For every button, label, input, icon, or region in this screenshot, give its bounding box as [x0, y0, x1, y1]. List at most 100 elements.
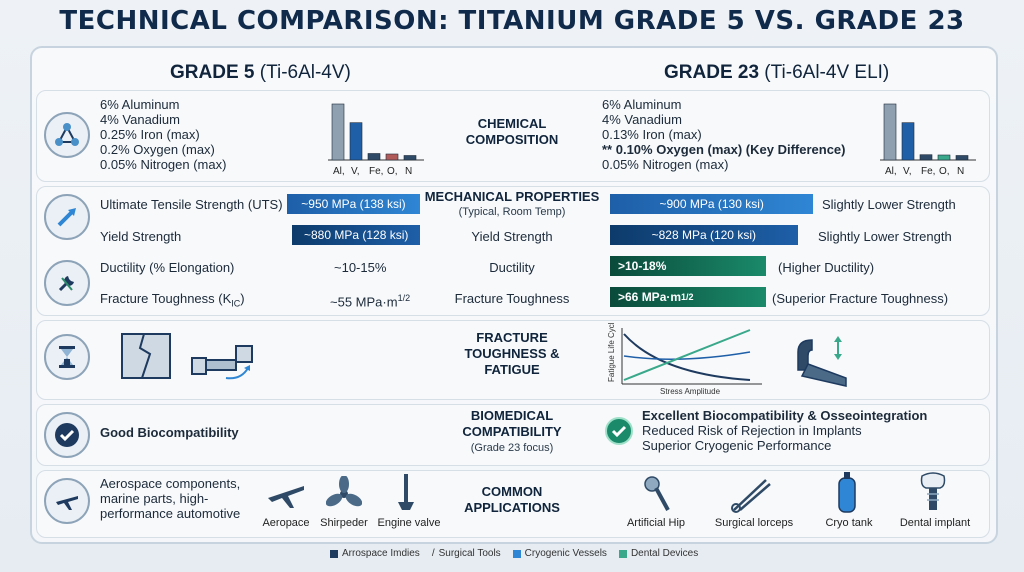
dental-implant-caption: Dental implant: [899, 517, 971, 529]
fracture-toughness-label: Fracture Toughness (KIC): [100, 291, 245, 312]
fracture-grade5-sup: 1/2: [397, 293, 411, 303]
tensile-arrow-icon: [44, 194, 90, 240]
grade5-chemistry: 6% Aluminum 4% Vanadium 0.25% Iron (max)…: [100, 97, 320, 172]
grade5-header: GRADE 5 (Ti-6Al-4V): [170, 62, 351, 84]
yield-grade23-note: Slightly Lower Strength: [818, 229, 952, 244]
surgical-forceps-icon: [731, 479, 771, 513]
bio-line: Reduced Risk of Rejection in Implants: [642, 423, 862, 438]
fracture-grade5-value-text: ~55 MPa·m: [330, 294, 398, 310]
grade5-header-bold: GRADE 5: [170, 62, 255, 83]
chem-bar-fe: [367, 153, 381, 161]
fatigue-curve-grade23: [623, 329, 751, 381]
fracture-grade23-note: (Superior Fracture Toughness): [772, 291, 949, 306]
chem-bar-al: [883, 103, 897, 161]
mechanical-title: MECHANICAL PROPERTIES: [424, 189, 600, 204]
chem-tick-label: Fe,: [921, 166, 935, 177]
legend-item-aerospace: Arrospace Imdies: [330, 548, 420, 559]
cracked-block-icon: [121, 333, 171, 379]
aerospace-caption: Aeropace: [262, 517, 310, 529]
artificial-hip-icon: [644, 476, 670, 511]
legend-swatch: [330, 549, 338, 558]
chem-bar-v: [901, 122, 915, 161]
fracture-toughness-label-text: Fracture Toughness (K: [100, 291, 232, 306]
legend-label: Surgical Tools: [438, 548, 501, 559]
fracture-grade5-value: ~55 MPa·m1/2: [330, 291, 410, 309]
legend-label: Arrospace Imdies: [342, 548, 420, 559]
ductility-center-label: Ductility: [489, 260, 535, 275]
fatigue-row: [36, 320, 990, 400]
applications-row: [36, 470, 990, 538]
chem-line: 6% Aluminum: [602, 97, 682, 112]
chem-bar-v: [349, 122, 363, 161]
grade5-applications: Aerospace components, marine parts, high…: [100, 476, 241, 521]
propeller-caption: Shirpeder: [320, 517, 368, 529]
molecule-icon: [44, 112, 90, 158]
chem-bar-n: [955, 155, 969, 161]
yield-label: Yield Strength: [100, 229, 182, 244]
legend: Arrospace Imdies / Surgical Tools Cryogen…: [330, 548, 750, 559]
engine-valve-icon: [398, 474, 414, 510]
legend-swatch: [512, 549, 521, 558]
yield-center-label: Yield Strength: [471, 229, 553, 244]
grade23-chemistry: 6% Aluminum 4% Vanadium 0.13% Iron (max)…: [602, 97, 872, 172]
biomedical-subtitle: (Grade 23 focus): [470, 442, 554, 454]
chem-line: 0.2% Oxygen (max): [100, 142, 215, 157]
aerospace-icon: [268, 486, 304, 508]
chem-tick-label: N: [957, 166, 964, 177]
legend-swatch: [618, 549, 627, 558]
bio-line-main: Excellent Biocompatibility & Osseointegr…: [642, 408, 928, 423]
chem-tick-label: O,: [939, 166, 950, 177]
bio-line: Superior Cryogenic Performance: [642, 438, 832, 453]
grade23-biocompatibility: Excellent Biocompatibility & Osseointegr…: [642, 408, 962, 453]
chem-line: 0.05% Nitrogen (max): [100, 157, 227, 172]
chem-tick-label: Al,: [333, 166, 345, 177]
chem-bar-o: [385, 153, 399, 161]
grade23-chemistry-chart: Al, V, Fe, O, N: [880, 103, 976, 177]
biomedical-row: [36, 404, 990, 466]
chem-tick-label: Fe,: [369, 166, 383, 177]
cryo-tank-icon: [838, 472, 856, 513]
bracket-part-icon: [797, 336, 847, 387]
hourglass-icon: [44, 334, 90, 380]
fatigue-ylabel: Fatigue Life Cycles: [607, 322, 616, 382]
stressed-bar-icon: [191, 345, 253, 380]
fracture-toughness-label-close: ): [240, 291, 245, 306]
chem-bar-fe: [919, 154, 933, 161]
fatigue-curve-grade5: [623, 333, 751, 381]
legend-item-cryogenic: Cryogenic Vessels: [512, 548, 607, 559]
legend-item-dental: Dental Devices: [618, 548, 698, 559]
fracture-grade23-sup: 1/2: [681, 292, 694, 302]
chem-tick-label: N: [405, 166, 412, 177]
legend-label: Cryogenic Vessels: [524, 548, 607, 559]
dental-implant-icon: [920, 472, 946, 510]
mechanical-row: [36, 186, 990, 316]
fatigue-title: FRACTURE TOUGHNESS & FATIGUE: [464, 330, 560, 377]
ship-propeller-icon: [326, 476, 362, 507]
uts-grade5-bar: ~950 MPa (138 ksi): [287, 194, 420, 214]
chem-line: 6% Aluminum: [100, 97, 180, 112]
grade23-header-sub: (Ti-6Al-4V ELI): [759, 62, 890, 83]
engine-valve-caption: Engine valve: [377, 517, 441, 529]
uts-label: Ultimate Tensile Strength (UTS): [100, 197, 283, 212]
slash-icon: /: [431, 548, 435, 559]
chem-bar-n: [403, 155, 417, 161]
legend-item-surgical: / Surgical Tools: [432, 548, 501, 559]
hip-caption: Artificial Hip: [626, 517, 686, 529]
airplane-icon: [44, 478, 90, 524]
chem-tick-label: Al,: [885, 166, 897, 177]
chem-tick-label: V,: [903, 166, 912, 177]
cryo-tank-caption: Cryo tank: [825, 517, 873, 529]
chem-line: 0.13% Iron (max): [602, 127, 702, 142]
chemical-title: CHEMICAL COMPOSITION: [465, 116, 559, 147]
uts-grade23-bar: ~900 MPa (130 ksi): [610, 194, 814, 214]
applications-title: COMMON APPLICATIONS: [464, 484, 560, 515]
fracture-center-label: Fracture Toughness: [454, 291, 570, 306]
check-circle-icon: [44, 412, 90, 458]
ductility-label: Ductility (% Elongation): [100, 260, 235, 275]
yield-grade5-bar: ~880 MPa (128 ksi): [292, 225, 420, 245]
chem-tick-label: O,: [387, 166, 398, 177]
chem-line: 4% Vanadium: [100, 112, 180, 127]
fatigue-chart: Fatigue Life Cycles Stress Amplitude: [607, 322, 762, 396]
grade5-biocompatibility: Good Biocompatibility: [100, 425, 239, 440]
ductility-grade5-value: ~10-15%: [334, 260, 387, 275]
